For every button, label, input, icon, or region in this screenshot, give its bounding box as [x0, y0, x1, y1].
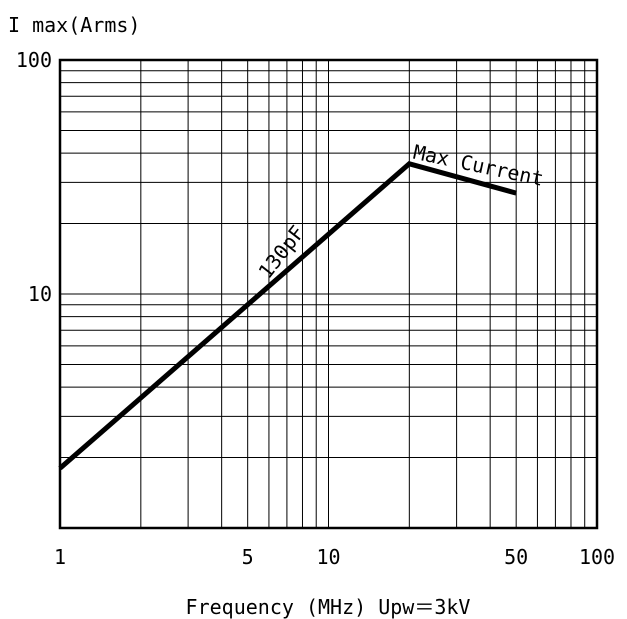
grid-lines [60, 60, 597, 528]
x-tick-label: 50 [504, 545, 528, 569]
series-line [58, 161, 517, 471]
series-group [58, 161, 517, 471]
y-tick-label: 10 [28, 282, 52, 306]
tick-labels: 1 5 10 50 100 10 100 [16, 48, 615, 569]
y-axis-label: I max(Arms) [8, 13, 140, 37]
y-tick-label: 100 [16, 48, 52, 72]
x-tick-label: 1 [54, 545, 66, 569]
x-tick-label: 10 [316, 545, 340, 569]
x-tick-label: 5 [242, 545, 254, 569]
plot-frame [58, 58, 599, 530]
x-axis-label: Frequency (MHz) Upw＝3kV [186, 595, 471, 619]
x-tick-label: 100 [579, 545, 615, 569]
